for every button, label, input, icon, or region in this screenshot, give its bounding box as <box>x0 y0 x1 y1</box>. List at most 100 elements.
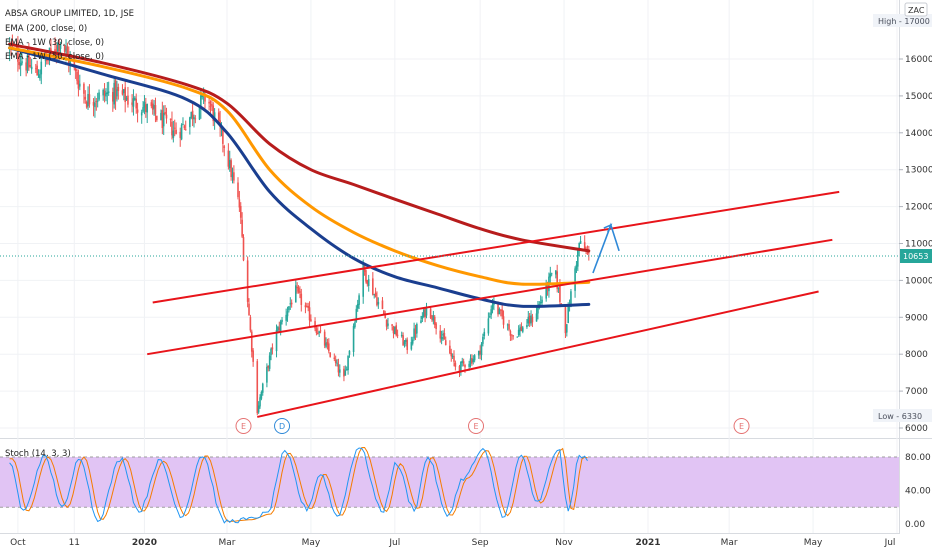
candle-body <box>323 331 326 346</box>
candle-body <box>270 348 272 356</box>
candle-body <box>376 297 378 306</box>
time-axis[interactable]: Oct 11 2020 Mar May Jul Sep Nov 2021 Mar May Jul <box>10 538 895 548</box>
stoch-title[interactable]: Stoch (14, 3, 3) <box>5 449 71 459</box>
candle-body <box>583 242 586 251</box>
candle-body <box>267 365 270 368</box>
projection-arrow[interactable] <box>592 222 620 274</box>
candle-body <box>449 345 451 354</box>
candle-body <box>239 205 242 218</box>
legend-ema50w[interactable]: EMA - 1W (50, close, 0) <box>5 52 104 62</box>
candle-body <box>84 96 87 100</box>
candle-body <box>294 285 297 303</box>
high-label-bg <box>873 14 932 27</box>
currency-badge[interactable]: ZAC <box>904 2 928 17</box>
candle-body <box>499 309 502 311</box>
x-tick-label: 2021 <box>635 538 660 548</box>
candle-body <box>103 90 106 96</box>
candle-body <box>374 292 377 297</box>
candle-body <box>469 358 472 364</box>
candle-body <box>259 397 261 407</box>
candle-body <box>367 279 370 286</box>
candle-body <box>39 74 41 79</box>
candle-body <box>497 302 499 315</box>
candle-body <box>317 332 319 335</box>
candle-body <box>477 350 480 356</box>
candle-body <box>162 112 165 127</box>
low-label-text: Low - 6330 <box>878 412 922 421</box>
channel-line[interactable] <box>257 290 819 418</box>
candle-body <box>300 293 303 305</box>
low-label: Low - 6330 <box>873 409 932 422</box>
price-axis[interactable]: 6000 7000 8000 9000 10000 11000 12000 13000 1400… <box>899 55 932 434</box>
candle-body <box>271 347 274 350</box>
candle-body <box>77 80 80 89</box>
candle-body <box>171 121 173 136</box>
x-tick-label: Jul <box>884 538 896 548</box>
candle-body <box>63 45 66 52</box>
candle-body <box>318 331 320 333</box>
trend-channel-lines[interactable] <box>147 190 840 418</box>
candle-body <box>535 313 538 322</box>
legend[interactable]: ABSA GROUP LIMITED, 1D, JSE EMA (200, cl… <box>5 9 134 459</box>
channel-line[interactable] <box>152 190 840 304</box>
candle-body <box>151 103 154 110</box>
legend-ema200[interactable]: EMA (200, close, 0) <box>5 24 87 34</box>
candle-body <box>277 326 279 331</box>
last-price-text: 10653 <box>903 252 928 261</box>
candle-body <box>125 98 128 100</box>
candle-body <box>487 318 490 334</box>
candle-body <box>508 324 510 330</box>
candle-body <box>372 278 374 295</box>
candle-body <box>180 124 183 140</box>
candle-body <box>59 44 62 49</box>
y-tick-label: 9000 <box>905 313 928 323</box>
candle-body <box>95 101 98 103</box>
channel-line[interactable] <box>147 238 833 356</box>
candle-body <box>328 343 330 352</box>
candle-body <box>202 91 205 94</box>
candle-body <box>526 325 528 327</box>
candle-body <box>172 130 175 138</box>
candle-body <box>304 305 307 308</box>
candle-body <box>575 264 578 270</box>
earnings-marker[interactable]: E <box>468 418 485 434</box>
candle-body <box>347 355 349 371</box>
candle-body <box>209 106 212 108</box>
dividend-marker[interactable]: D <box>274 418 291 434</box>
x-tick-label: Oct <box>10 538 26 548</box>
candle-body <box>400 334 403 336</box>
earnings-marker[interactable]: E <box>235 418 252 434</box>
candle-body <box>69 58 71 65</box>
candle-body <box>198 106 201 120</box>
candle-body <box>471 358 473 364</box>
candle-body <box>184 129 187 131</box>
candle-body <box>326 342 329 345</box>
candle-body <box>242 237 245 261</box>
stoch-lines <box>9 446 588 524</box>
candle-body <box>88 94 91 105</box>
stoch-axis[interactable]: 0.00 40.00 80.00 <box>905 453 931 530</box>
candle-body <box>105 92 107 97</box>
candle-body <box>521 327 524 332</box>
candle-body <box>37 76 40 78</box>
candle-body <box>307 305 309 308</box>
candle-body <box>143 101 146 108</box>
legend-ema30w[interactable]: EMA - 1W (30, close, 0) <box>5 38 104 48</box>
candle-body <box>402 335 404 346</box>
candle-body <box>473 355 476 361</box>
candle-body <box>528 315 531 324</box>
x-tick-label: Nov <box>555 538 573 548</box>
candle-body <box>156 115 158 121</box>
candle-body <box>153 105 155 109</box>
candle-body <box>58 44 60 52</box>
candle-body <box>516 336 519 338</box>
earnings-marker[interactable]: E <box>733 418 750 434</box>
candle-body <box>117 86 120 92</box>
ema50w-line <box>8 46 591 286</box>
candle-body <box>233 172 235 181</box>
candle-body <box>512 335 514 337</box>
x-tick-label: Mar <box>721 538 738 548</box>
candle-body <box>450 352 453 357</box>
